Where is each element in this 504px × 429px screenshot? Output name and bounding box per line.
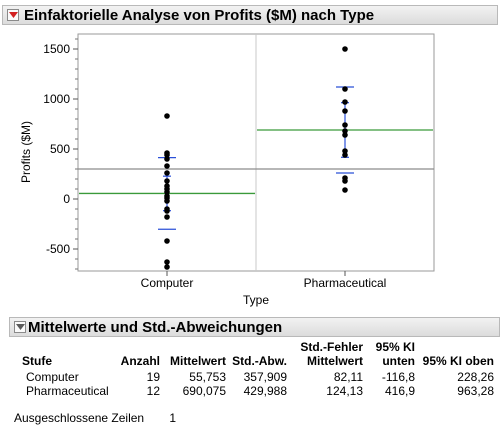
y-tick-label: 1500 (43, 42, 70, 56)
cell-se: 124,13 (326, 384, 363, 398)
col-header-mean: Mittelwert (169, 354, 226, 368)
analysis-title: Einfaktorielle Analyse von Profits ($M) … (24, 7, 375, 24)
y-tick-label: 500 (50, 142, 70, 156)
chart-marks (78, 46, 434, 270)
means-std-table: Stufe Anzahl Mittelwert Std.-Abw. Std.-F… (22, 340, 494, 398)
data-point (164, 170, 170, 176)
excluded-rows-label: Ausgeschlossene Zeilen (14, 411, 145, 425)
y-axis-label: Profits ($M) (19, 121, 33, 183)
cell-mean: 690,075 (182, 384, 226, 398)
cell-ci-high: 228,26 (457, 370, 494, 384)
data-point (164, 178, 170, 184)
cell-sd: 429,988 (243, 384, 287, 398)
cell-ci-low: -116,8 (381, 370, 415, 384)
cell-sd: 357,909 (243, 370, 287, 384)
data-point (164, 189, 170, 195)
cell-ci-high: 963,28 (457, 384, 494, 398)
col-header-ci-low: 95% KI unten (375, 340, 415, 368)
data-point (164, 113, 170, 119)
data-point (342, 187, 348, 193)
data-point (342, 46, 348, 52)
data-point (164, 156, 170, 162)
cell-ci-low: 416,9 (384, 384, 415, 398)
summary-title: Mittelwerte und Std.-Abweichungen (28, 319, 283, 336)
data-point (342, 148, 348, 154)
x-tick-label: Pharmaceutical (304, 276, 387, 290)
y-tick-label: 1000 (43, 92, 70, 106)
cell-mean: 55,753 (189, 370, 226, 384)
data-point (164, 198, 170, 204)
red-triangle-menu-icon[interactable] (7, 9, 19, 21)
data-point (342, 152, 348, 158)
col-header-count: Anzahl (120, 354, 160, 368)
cell-level: Computer (26, 370, 79, 384)
data-point (342, 178, 348, 184)
excluded-rows-value: 1 (169, 411, 177, 425)
data-point (342, 128, 348, 134)
data-point (164, 264, 170, 270)
data-point (342, 99, 348, 105)
col-header-se: Std.-Fehler Mittelwert (300, 340, 363, 368)
data-point (164, 152, 170, 158)
data-point (164, 259, 170, 265)
y-tick-label: -500 (46, 242, 70, 256)
table-row: Computer 19 55,753 357,909 82,11 -116,8 … (22, 370, 494, 384)
data-point (164, 208, 170, 214)
col-header-ci-high: 95% KI oben (422, 354, 494, 368)
cell-level: Pharmaceutical (26, 384, 109, 398)
data-point (164, 163, 170, 169)
excluded-rows: Ausgeschlossene Zeilen 1 (14, 411, 176, 425)
y-tick-label: 0 (63, 192, 70, 206)
summary-outline-header[interactable]: Mittelwerte und Std.-Abweichungen (9, 317, 500, 337)
data-point (164, 214, 170, 220)
data-point (342, 122, 348, 128)
data-point (342, 108, 348, 114)
data-point (342, 86, 348, 92)
col-header-level: Stufe (22, 354, 52, 368)
col-header-sd: Std.-Abw. (232, 354, 287, 368)
table-row: Pharmaceutical 12 690,075 429,988 124,13… (22, 384, 494, 398)
y-axis: -500 0 500 1000 1500 (43, 38, 78, 270)
disclosure-triangle-icon[interactable] (14, 321, 26, 333)
x-axis: Computer Pharmaceutical (141, 271, 387, 290)
table-header-row: Stufe Anzahl Mittelwert Std.-Abw. Std.-F… (22, 340, 494, 370)
data-point (342, 132, 348, 138)
cell-se: 82,11 (333, 370, 363, 384)
x-tick-label: Computer (141, 276, 194, 290)
analysis-outline-header[interactable]: Einfaktorielle Analyse von Profits ($M) … (2, 5, 498, 25)
x-axis-label: Type (243, 293, 269, 307)
data-point (164, 238, 170, 244)
cell-count: 19 (146, 370, 160, 384)
cell-count: 12 (146, 384, 160, 398)
